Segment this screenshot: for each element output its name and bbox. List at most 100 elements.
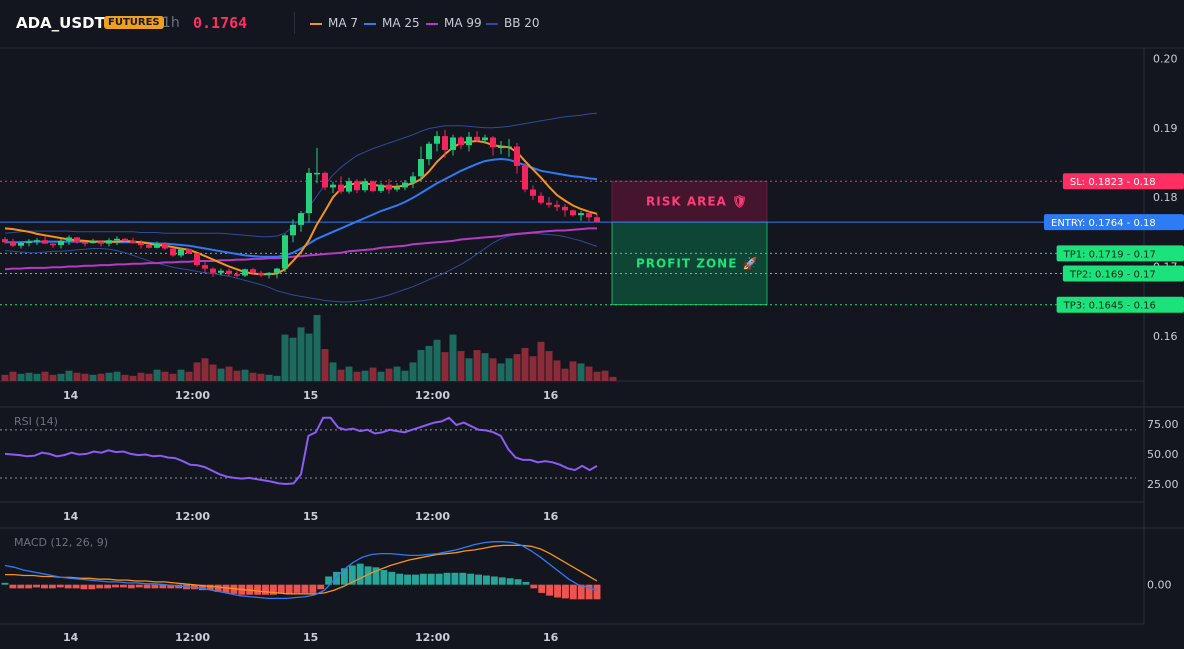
macd-histogram-bar <box>356 563 364 585</box>
candle-body <box>370 181 376 191</box>
legend-ma7-label: MA 7 <box>328 16 359 30</box>
candle-body <box>82 242 88 244</box>
volume-bar <box>561 368 569 381</box>
candle-body <box>554 204 560 207</box>
volume-bar <box>201 358 209 381</box>
candle-body <box>138 242 144 246</box>
macd-histogram-bar <box>135 584 143 588</box>
volume-bar <box>361 370 369 381</box>
legend-bb20[interactable]: BB 20 <box>486 16 540 30</box>
volume-bar <box>337 369 345 381</box>
legend-bb20-label: BB 20 <box>504 16 540 30</box>
macd-histogram-bar <box>569 584 577 600</box>
macd-histogram-bar <box>546 584 554 596</box>
candle-body <box>458 137 464 146</box>
futures-badge: FUTURES <box>104 16 164 29</box>
volume-bar <box>513 354 521 381</box>
candle-body <box>234 274 240 276</box>
rsi-line <box>4 416 598 486</box>
macd-histogram-bar <box>317 584 325 590</box>
candle-body <box>474 136 480 141</box>
candle-body <box>594 217 600 223</box>
volume-bar <box>81 373 89 381</box>
symbol-label[interactable]: ADA_USDT <box>16 14 105 32</box>
candle-body <box>114 238 120 241</box>
legend-ma99[interactable]: MA 99 <box>426 16 482 30</box>
price-tick-label: 0.16 <box>1153 330 1178 343</box>
volume-bar <box>569 361 577 381</box>
volume-bar <box>145 373 153 381</box>
volume-bar <box>289 337 297 381</box>
candle-body <box>58 240 64 246</box>
volume-bar <box>481 353 489 381</box>
macd-histogram-bar <box>262 584 269 595</box>
macd-histogram-bar <box>56 584 64 588</box>
volume-bar <box>121 374 129 381</box>
macd-histogram-bar <box>48 584 56 589</box>
macd-histogram-bar <box>214 584 222 592</box>
macd-histogram-bar <box>104 584 112 589</box>
candle-body <box>522 165 528 190</box>
bb-lower-line <box>4 232 598 303</box>
candle-body <box>298 213 304 225</box>
volume-bar <box>113 371 121 381</box>
candle-body <box>186 249 192 254</box>
volume-bar <box>209 364 217 381</box>
rsi-title: RSI (14) <box>14 415 58 428</box>
volume-bar <box>273 375 281 381</box>
volume-bar <box>497 363 505 381</box>
candle-body <box>386 184 392 190</box>
candle-body <box>482 137 488 141</box>
macd-histogram-bar <box>404 574 412 585</box>
candle-body <box>466 136 472 146</box>
legend-ma25[interactable]: MA 25 <box>364 16 420 30</box>
level-tag-tp <box>1056 245 1184 262</box>
candle-body <box>562 206 568 211</box>
candle-body <box>202 265 208 269</box>
level-tag-label: TP3: 0.1645 - 0.16 <box>1063 301 1156 312</box>
candle-body <box>570 210 576 216</box>
candle-body <box>426 143 432 159</box>
volume-bar <box>17 373 25 381</box>
volume-bar <box>577 363 585 381</box>
candle-body <box>402 182 408 188</box>
volume-bar <box>65 370 73 381</box>
macd-histogram-bar <box>293 584 301 593</box>
macd-histogram-bar <box>419 573 427 585</box>
macd-histogram-bar <box>427 573 435 585</box>
macd-histogram-bar <box>127 584 135 589</box>
macd-histogram-bar <box>577 584 585 600</box>
volume-bar <box>321 349 329 381</box>
volume-bar <box>73 372 81 381</box>
volume-bar <box>545 351 553 381</box>
macd-histogram-bar <box>64 584 72 589</box>
profit-zone <box>611 221 768 306</box>
macd-histogram-bar <box>348 565 356 585</box>
volume-bar <box>609 376 617 381</box>
candle-body <box>162 243 168 249</box>
candle-body <box>42 240 48 244</box>
volume-bar <box>529 356 537 381</box>
volume-bar <box>137 372 145 381</box>
macd-histogram-bar <box>522 581 530 585</box>
timeframe-label[interactable]: 1h <box>162 15 180 31</box>
macd-histogram-bar <box>254 584 262 595</box>
candle-body <box>34 240 40 242</box>
time-tick-label: 16 <box>543 389 559 402</box>
volume-bar <box>441 352 449 381</box>
macd-histogram-bar <box>41 584 48 589</box>
volume-bar <box>177 369 185 381</box>
volume-bar <box>89 374 97 381</box>
macd-histogram-bar <box>333 571 340 585</box>
candle-body <box>346 181 352 192</box>
volume-bar <box>489 358 497 381</box>
volume-bar <box>25 372 33 381</box>
candle-body <box>538 195 544 203</box>
legend-ma7[interactable]: MA 7 <box>310 16 358 30</box>
macd-histogram-bar <box>222 584 230 593</box>
macd-histogram-bar <box>459 572 467 585</box>
volume-bar <box>105 372 113 381</box>
candle-body <box>418 159 424 177</box>
macd-histogram-bar <box>17 584 25 589</box>
